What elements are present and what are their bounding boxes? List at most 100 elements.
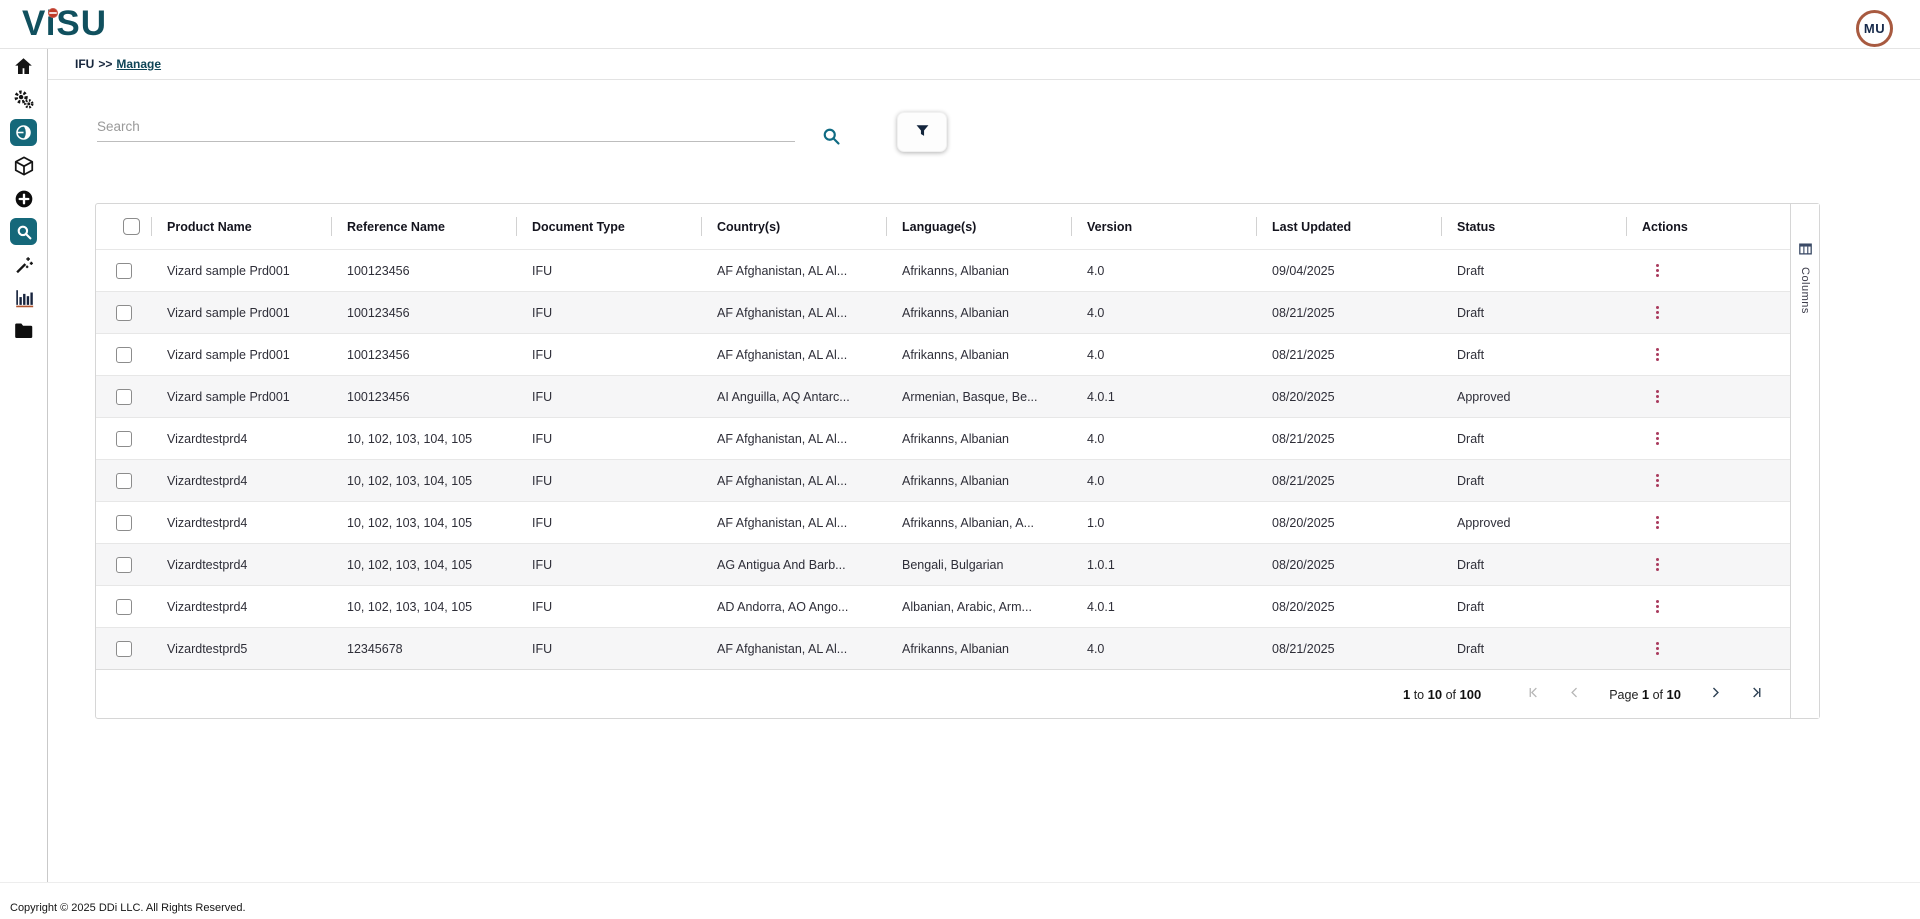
user-avatar[interactable]: MU: [1856, 10, 1893, 47]
kebab-menu-icon: [1652, 386, 1663, 408]
cell-status: Draft: [1457, 305, 1485, 320]
search-input[interactable]: [97, 112, 795, 142]
cell-document-type: IFU: [532, 389, 553, 404]
row-checkbox[interactable]: [96, 640, 151, 657]
column-header-document-type: Document Type: [516, 204, 701, 249]
column-header-version: Version: [1071, 204, 1256, 249]
table-row: Vizardtestprd4 10, 102, 103, 104, 105 IF…: [96, 501, 1790, 543]
row-actions-button[interactable]: [1626, 470, 1790, 492]
row-actions-button[interactable]: [1626, 386, 1790, 408]
row-actions-button[interactable]: [1626, 554, 1790, 576]
columns-grid-icon: [1798, 242, 1812, 260]
sidebar-item-home[interactable]: [0, 50, 48, 83]
cell-last-updated: 08/21/2025: [1272, 641, 1335, 656]
table-row: Vizardtestprd4 10, 102, 103, 104, 105 IF…: [96, 585, 1790, 627]
next-page-button[interactable]: [1707, 684, 1724, 704]
column-header-last-updated: Last Updated: [1256, 204, 1441, 249]
sidebar-item-products[interactable]: [0, 149, 48, 182]
cell-product-name: Vizard sample Prd001: [167, 389, 290, 404]
cell-languages: Afrikanns, Albanian: [902, 641, 1010, 656]
funnel-icon: [915, 123, 930, 141]
columns-panel-tab[interactable]: Columns: [1790, 204, 1819, 718]
column-header-product-name: Product Name: [151, 204, 331, 249]
row-actions-button[interactable]: [1626, 512, 1790, 534]
table-header-row: Product Name Reference Name Document Typ…: [96, 204, 1790, 249]
breadcrumb-separator: >>: [98, 57, 113, 71]
total-pages-number: 10: [1666, 686, 1681, 702]
prev-page-icon: [1568, 686, 1581, 702]
cell-countries: AD Andorra, AO Ango...: [717, 599, 849, 614]
add-circle-icon: [12, 187, 36, 211]
first-page-button[interactable]: [1525, 684, 1542, 704]
table-row: Vizard sample Prd001 100123456 IFU AF Af…: [96, 291, 1790, 333]
sidebar-item-reports[interactable]: [0, 281, 48, 314]
cell-reference-name: 100123456: [347, 305, 410, 320]
row-actions-button[interactable]: [1626, 428, 1790, 450]
cell-product-name: Vizard sample Prd001: [167, 305, 290, 320]
cell-product-name: Vizardtestprd4: [167, 557, 248, 572]
row-checkbox[interactable]: [96, 598, 151, 615]
sidebar-item-add[interactable]: [0, 182, 48, 215]
cell-countries: AF Afghanistan, AL Al...: [717, 473, 848, 488]
filter-button[interactable]: [897, 112, 947, 152]
kebab-menu-icon: [1652, 470, 1663, 492]
row-checkbox[interactable]: [96, 514, 151, 531]
row-checkbox[interactable]: [96, 472, 151, 489]
row-checkbox[interactable]: [96, 262, 151, 279]
sidebar-item-settings[interactable]: [0, 83, 48, 116]
cell-document-type: IFU: [532, 557, 553, 572]
table-row: Vizard sample Prd001 100123456 IFU AF Af…: [96, 333, 1790, 375]
search-submit-button[interactable]: [817, 123, 845, 151]
folder-icon: [12, 319, 36, 343]
pager-controls: Page 1 of 10: [1525, 684, 1765, 704]
last-page-icon: [1750, 686, 1763, 702]
select-all-checkbox[interactable]: [96, 204, 151, 249]
row-checkbox[interactable]: [96, 346, 151, 363]
cell-status: Draft: [1457, 599, 1485, 614]
row-checkbox[interactable]: [96, 556, 151, 573]
table-row: Vizardtestprd5 12345678 IFU AF Afghanist…: [96, 627, 1790, 669]
copyright-text: Copyright © 2025 DDi LLC. All Rights Res…: [10, 902, 246, 914]
cell-status: Approved: [1457, 389, 1511, 404]
breadcrumb-current-manage[interactable]: Manage: [116, 57, 162, 71]
kebab-menu-icon: [1652, 260, 1663, 282]
page-footer: Copyright © 2025 DDi LLC. All Rights Res…: [0, 882, 1920, 919]
kebab-menu-icon: [1652, 596, 1663, 618]
sidebar-item-wizard[interactable]: [0, 248, 48, 281]
bar-chart-icon: [12, 286, 36, 310]
row-actions-button[interactable]: [1626, 638, 1790, 660]
sidebar-item-search[interactable]: [0, 215, 48, 248]
cell-languages: Albanian, Arabic, Arm...: [902, 599, 1032, 614]
row-actions-button[interactable]: [1626, 596, 1790, 618]
cell-product-name: Vizard sample Prd001: [167, 263, 290, 278]
row-actions-button[interactable]: [1626, 260, 1790, 282]
cell-version: 4.0: [1087, 305, 1105, 320]
table-row: Vizardtestprd4 10, 102, 103, 104, 105 IF…: [96, 459, 1790, 501]
cell-countries: AI Anguilla, AQ Antarc...: [717, 389, 850, 404]
range-start: 1: [1402, 686, 1411, 702]
cell-version: 4.0: [1087, 641, 1105, 656]
row-checkbox[interactable]: [96, 430, 151, 447]
sidebar-item-files[interactable]: [0, 314, 48, 347]
magic-wand-icon: [12, 253, 36, 277]
top-header-bar: ViSU MU: [0, 0, 1920, 49]
cell-status: Draft: [1457, 347, 1485, 362]
cell-languages: Armenian, Basque, Be...: [902, 389, 1038, 404]
row-actions-button[interactable]: [1626, 344, 1790, 366]
breadcrumb-root[interactable]: IFU: [75, 57, 95, 71]
cell-countries: AF Afghanistan, AL Al...: [717, 347, 848, 362]
first-page-icon: [1527, 686, 1540, 702]
row-checkbox[interactable]: [96, 304, 151, 321]
row-actions-button[interactable]: [1626, 302, 1790, 324]
previous-page-button[interactable]: [1566, 684, 1583, 704]
cell-languages: Bengali, Bulgarian: [902, 557, 1004, 572]
last-page-button[interactable]: [1748, 684, 1765, 704]
logo-globe-dot-icon: [48, 8, 58, 18]
cell-languages: Afrikanns, Albanian: [902, 473, 1010, 488]
cell-version: 1.0: [1087, 515, 1105, 530]
current-page-number: 1: [1641, 686, 1650, 702]
page-indicator: Page 1 of 10: [1609, 686, 1681, 702]
sidebar-item-globe[interactable]: [0, 116, 48, 149]
row-checkbox[interactable]: [96, 388, 151, 405]
cell-status: Draft: [1457, 263, 1485, 278]
